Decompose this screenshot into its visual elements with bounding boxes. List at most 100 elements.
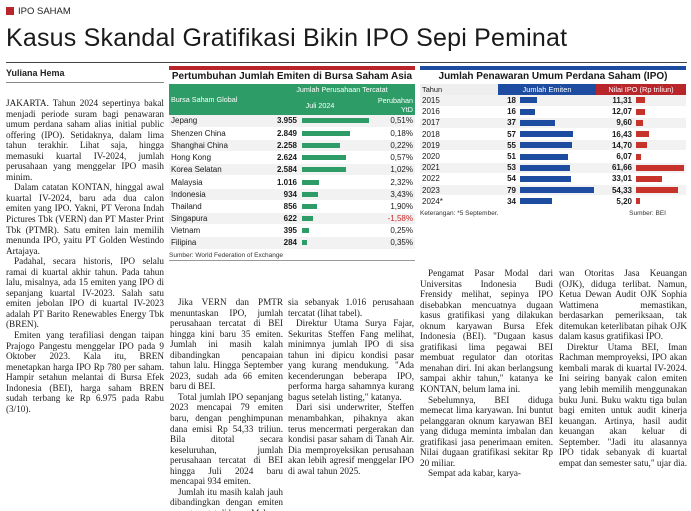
col-header-change: Perubahan YtD	[371, 95, 415, 115]
byline-rule	[6, 82, 164, 83]
exchange-name: Filipina	[169, 236, 269, 250]
ipo-count: 34	[498, 195, 518, 208]
section-label: IPO SAHAM	[6, 5, 71, 17]
ipo-value: 16,43	[596, 128, 634, 141]
count-bar	[302, 142, 341, 148]
ytd-change: 3,43%	[371, 188, 415, 201]
year: 2023	[420, 184, 498, 197]
ipo-count: 51	[498, 150, 518, 163]
paragraph: Emiten yang terafiliasi dengan taipan Pr…	[6, 330, 164, 414]
count-bar	[302, 240, 307, 246]
table-row: 2022 54 33,01	[420, 173, 686, 186]
year: 2017	[420, 117, 498, 130]
value-bar	[636, 175, 662, 182]
ipo-value: 5,20	[596, 195, 634, 208]
count-bar-cell	[518, 117, 596, 130]
count-bar-cell	[299, 139, 371, 153]
count-bar	[520, 187, 594, 194]
count-bar-cell	[299, 163, 371, 177]
section-marker-icon	[6, 7, 14, 15]
count-bar	[302, 167, 346, 173]
ytd-change: 0,18%	[371, 127, 415, 140]
ipo-value: 54,33	[596, 184, 634, 197]
table-row: Filipina 284 0,35%	[169, 236, 415, 250]
article-column-3: sia sebanyak 1.016 perusahaan tercatat (…	[288, 297, 414, 476]
count-bar	[520, 198, 552, 205]
ytd-change: 0,51%	[371, 115, 415, 128]
paragraph: Total jumlah IPO sepanjang 2023 mencapai…	[170, 391, 283, 487]
exchange-name: Thailand	[169, 200, 269, 214]
paragraph: Direktur Utama BEI, Iman Rachman memproy…	[559, 341, 687, 468]
count-bar-cell	[299, 127, 371, 140]
exchange-name: Singapura	[169, 212, 269, 226]
count-bar	[302, 155, 347, 161]
count-bar	[520, 153, 568, 160]
ytd-change: 0,22%	[371, 139, 415, 153]
ipo-value: 6,07	[596, 150, 634, 163]
table-row: Hong Kong 2.624 0,57%	[169, 151, 415, 165]
year: 2018	[420, 128, 498, 141]
count-bar	[302, 216, 313, 222]
table-row: Malaysia 1.016 2,32%	[169, 175, 415, 189]
paragraph: wan Otoritas Jasa Keuangan (OJK), diduga…	[559, 268, 687, 342]
paragraph: Pengamat Pasar Modal dari Universitas In…	[420, 268, 553, 395]
table-row: 2015 18 11,31	[420, 95, 686, 107]
paragraph: JAKARTA. Tahun 2024 sepertinya bakal men…	[6, 98, 164, 182]
ipo-table: Jumlah Penawaran Umum Perdana Saham (IPO…	[420, 66, 686, 252]
value-bar-cell	[634, 173, 686, 186]
exchange-name: Jepang	[169, 115, 269, 128]
table-row: 2024* 34 5,20	[420, 195, 686, 208]
exchange-name: Hong Kong	[169, 151, 269, 165]
year: 2024*	[420, 195, 498, 208]
table-row: Indonesia 934 3,43%	[169, 188, 415, 201]
table-row: 2020 51 6,07	[420, 150, 686, 163]
value-bar	[636, 198, 641, 205]
table-row: 2016 16 12,07	[420, 106, 686, 118]
article-column-5: wan Otoritas Jasa Keuangan (OJK), diduga…	[559, 268, 687, 468]
value-bar-cell	[634, 195, 686, 208]
headline: Kasus Skandal Gratifikasi Bikin IPO Sepi…	[6, 24, 568, 52]
listed-count: 622	[269, 212, 299, 226]
byline: Yuliana Hema	[6, 68, 65, 78]
count-bar-cell	[518, 195, 596, 208]
count-bar	[302, 228, 309, 234]
count-bar	[520, 142, 572, 149]
listed-count: 284	[269, 236, 299, 250]
count-bar	[520, 164, 570, 171]
value-bar-cell	[634, 128, 686, 141]
table-row: Shanghai China 2.258 0,22%	[169, 139, 415, 153]
listed-count: 2.258	[269, 139, 299, 153]
count-bar-cell	[299, 175, 371, 189]
ipo-count: 54	[498, 173, 518, 186]
table-row: Singapura 622 -1,58%	[169, 212, 415, 226]
year: 2022	[420, 173, 498, 186]
year: 2020	[420, 150, 498, 163]
ytd-change: 0,25%	[371, 224, 415, 238]
value-bar	[636, 142, 648, 149]
table-notes: Keterangan: *5 September. Sumber: BEI	[420, 210, 686, 217]
table-grid: Tahun Jumlah Emiten Nilai IPO (Rp triliu…	[420, 84, 686, 208]
year: 2015	[420, 95, 498, 107]
col-header-count: Juli 2024	[269, 95, 371, 115]
value-bar-cell	[634, 184, 686, 197]
ipo-count: 53	[498, 162, 518, 174]
col-header-count: Jumlah Emiten	[498, 84, 596, 95]
exchange-name: Malaysia	[169, 175, 269, 189]
table-grid: Bursa Saham Global Jumlah Perusahaan Ter…	[169, 84, 415, 250]
count-bar-cell	[518, 106, 596, 118]
ytd-change: 1,90%	[371, 200, 415, 214]
exchange-name: Shanghai China	[169, 139, 269, 153]
value-bar-cell	[634, 139, 686, 152]
listed-count: 2.584	[269, 163, 299, 177]
exchange-name: Vietnam	[169, 224, 269, 238]
count-bar	[520, 131, 574, 138]
count-bar-cell	[299, 188, 371, 201]
ytd-change: -1,58%	[371, 212, 415, 226]
ipo-value: 12,07	[596, 106, 634, 118]
article-column-2: Jika VERN dan PMTR menuntaskan IPO, juml…	[170, 297, 283, 511]
source-rule	[169, 259, 415, 261]
table-source: Sumber: World Federation of Exchange	[169, 251, 284, 259]
count-bar	[302, 130, 351, 136]
table-row: Shenzen China 2.849 0,18%	[169, 127, 415, 140]
count-bar-cell	[299, 224, 371, 238]
